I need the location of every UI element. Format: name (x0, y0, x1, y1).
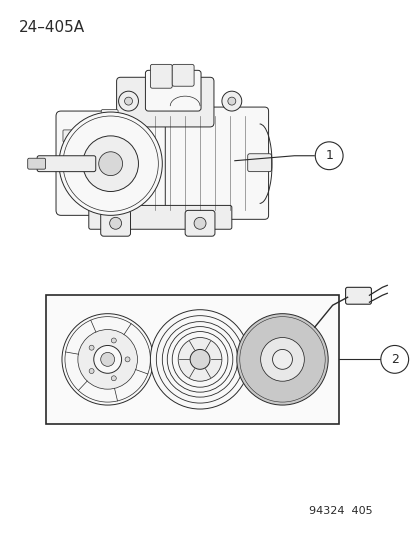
Circle shape (380, 345, 408, 373)
FancyBboxPatch shape (101, 110, 118, 123)
Circle shape (194, 217, 206, 229)
Circle shape (236, 314, 328, 405)
FancyBboxPatch shape (56, 111, 165, 215)
FancyBboxPatch shape (185, 211, 214, 236)
Circle shape (227, 97, 235, 105)
FancyBboxPatch shape (345, 287, 370, 304)
FancyBboxPatch shape (247, 154, 271, 172)
Text: 1: 1 (325, 149, 332, 162)
FancyBboxPatch shape (100, 211, 130, 236)
Circle shape (59, 112, 162, 215)
FancyBboxPatch shape (116, 77, 214, 127)
Circle shape (125, 357, 130, 362)
Circle shape (93, 345, 121, 373)
Text: 2: 2 (390, 353, 398, 366)
Circle shape (124, 97, 132, 105)
Circle shape (260, 337, 304, 381)
Circle shape (89, 345, 94, 350)
Circle shape (111, 338, 116, 343)
Circle shape (62, 314, 153, 405)
FancyBboxPatch shape (101, 194, 118, 207)
FancyBboxPatch shape (172, 64, 194, 86)
Circle shape (272, 350, 292, 369)
Circle shape (100, 352, 114, 366)
Circle shape (315, 142, 342, 169)
Circle shape (109, 217, 121, 229)
Bar (46, 295, 338, 424)
Circle shape (83, 136, 138, 191)
Circle shape (221, 91, 241, 111)
FancyBboxPatch shape (141, 107, 268, 219)
Circle shape (178, 337, 221, 381)
Circle shape (98, 152, 122, 175)
Circle shape (150, 310, 249, 409)
FancyBboxPatch shape (28, 158, 45, 169)
FancyBboxPatch shape (145, 70, 201, 111)
Circle shape (190, 350, 209, 369)
Text: 24–405A: 24–405A (19, 20, 85, 35)
Circle shape (78, 329, 137, 389)
FancyBboxPatch shape (63, 130, 75, 142)
FancyBboxPatch shape (150, 64, 172, 88)
Circle shape (89, 368, 94, 374)
FancyBboxPatch shape (88, 205, 231, 229)
Circle shape (118, 91, 138, 111)
Text: 94324  405: 94324 405 (309, 506, 372, 516)
Circle shape (111, 376, 116, 381)
FancyBboxPatch shape (37, 156, 95, 172)
